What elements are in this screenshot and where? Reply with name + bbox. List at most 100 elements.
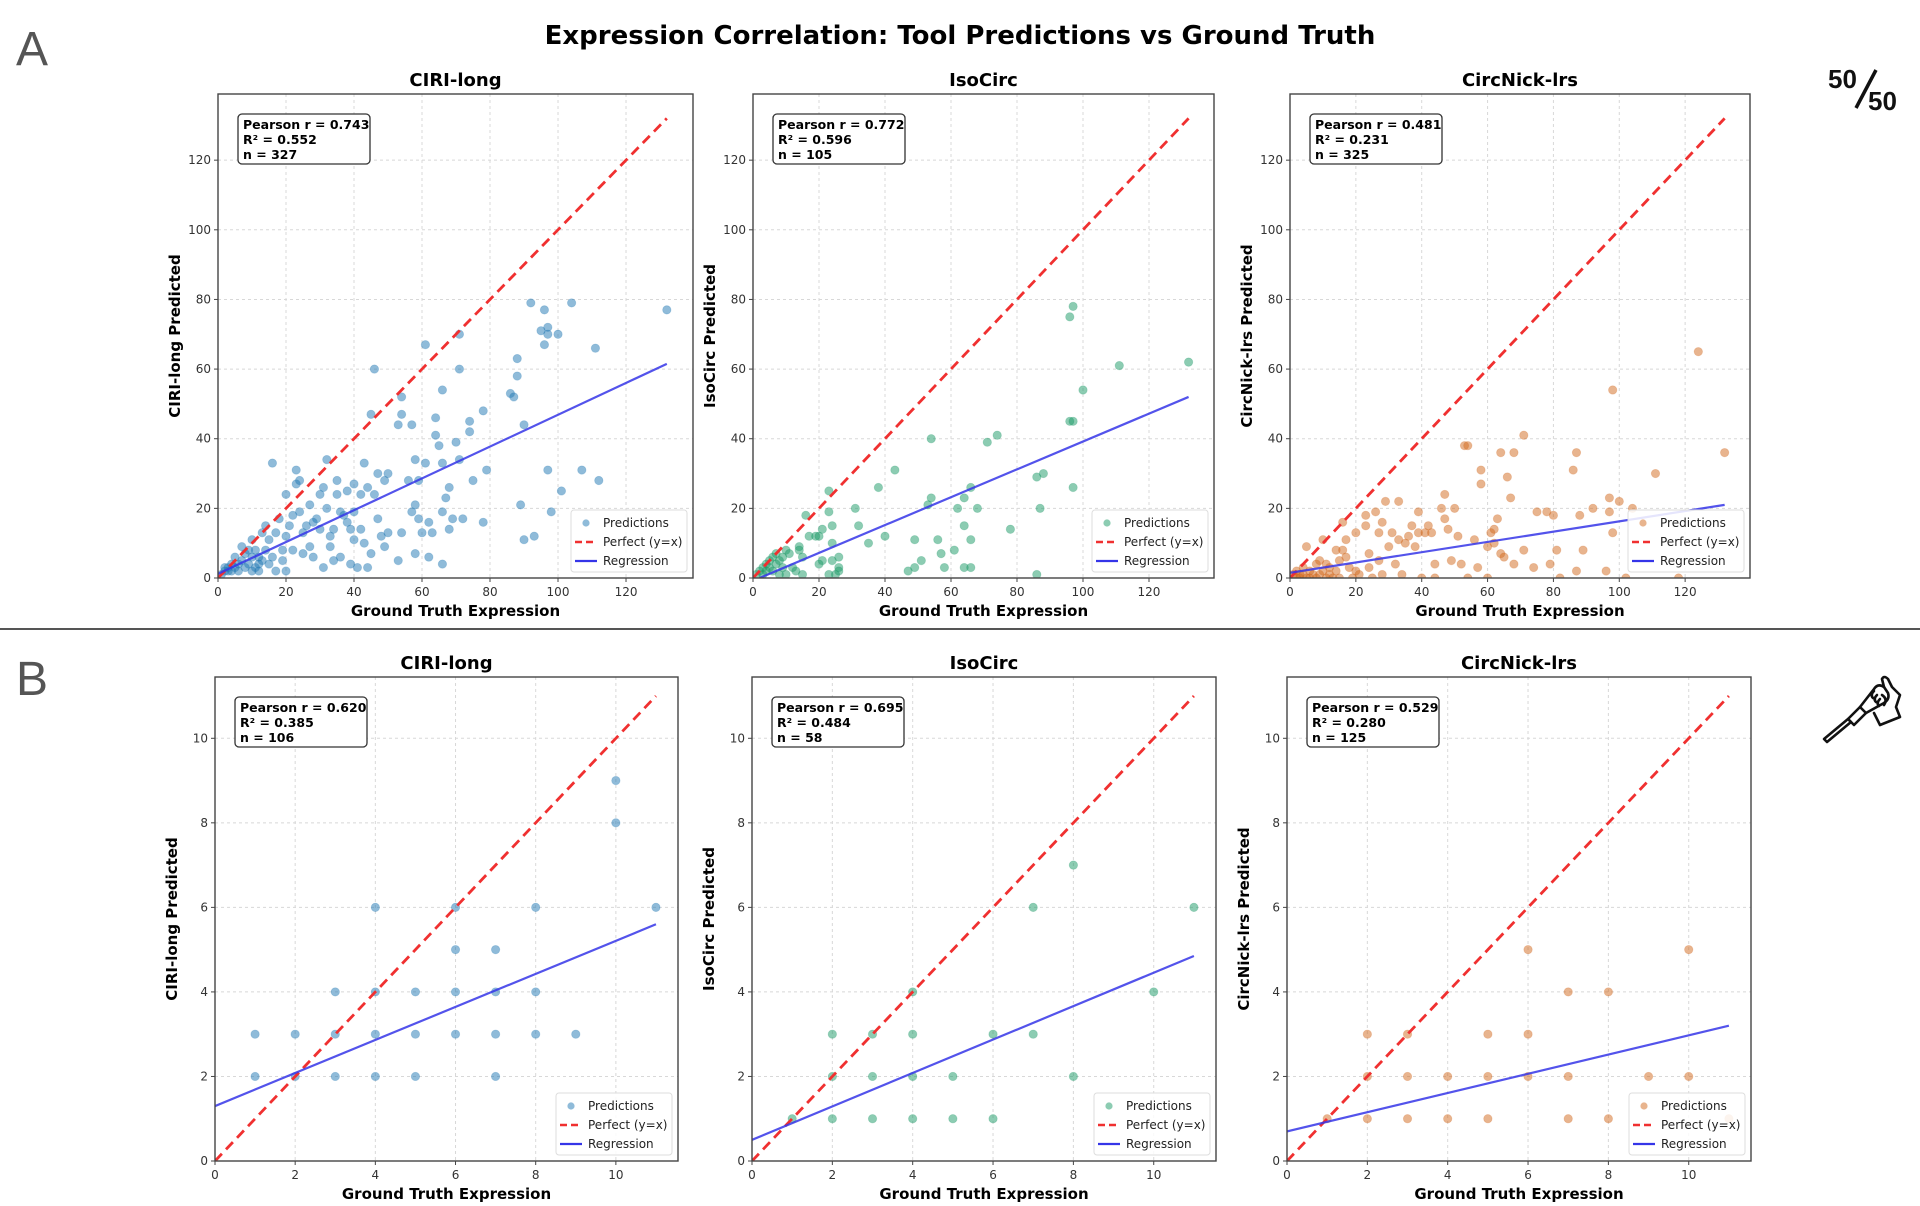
legend-perfect-label: Perfect (y=x) — [1126, 1118, 1205, 1132]
data-point — [531, 987, 541, 997]
perfect-line — [752, 695, 1195, 1161]
x-axis-label: Ground Truth Expression — [879, 602, 1088, 620]
data-point — [407, 420, 417, 430]
regression-line — [215, 923, 657, 1108]
data-point — [254, 566, 264, 576]
legend-predictions-marker — [582, 519, 590, 527]
data-point — [1301, 542, 1312, 552]
ratio-numerator: 50 — [1828, 64, 1857, 94]
data-point — [346, 559, 356, 569]
x-tick-label: 2 — [829, 1168, 837, 1182]
data-point — [1068, 1071, 1078, 1082]
x-tick-label: 6 — [452, 1168, 460, 1182]
data-point — [1578, 545, 1588, 555]
data-point — [992, 430, 1002, 440]
x-tick-label: 60 — [414, 585, 429, 599]
data-point — [1364, 562, 1374, 573]
data-point — [556, 486, 567, 496]
data-point — [1684, 945, 1694, 955]
data-point — [437, 559, 448, 569]
data-point — [346, 524, 356, 534]
data-point — [867, 1071, 878, 1082]
data-point — [546, 507, 556, 517]
legend-regression-label: Regression — [1660, 554, 1726, 568]
data-point — [1608, 385, 1618, 395]
data-point — [325, 542, 335, 552]
data-point — [952, 503, 963, 513]
perfect-line — [753, 117, 1190, 578]
data-point — [1038, 468, 1048, 479]
legend-predictions-label: Predictions — [1660, 516, 1726, 530]
data-point — [1571, 566, 1582, 576]
data-point — [450, 945, 461, 955]
r-squared-label: R² = 0.552 — [243, 132, 317, 147]
y-tick-label: 10 — [193, 731, 208, 745]
legend-box — [555, 1092, 673, 1156]
data-point — [288, 510, 298, 520]
data-point — [1394, 535, 1404, 545]
data-point — [948, 1114, 958, 1124]
data-point — [257, 555, 267, 566]
data-point — [1183, 357, 1194, 367]
data-point — [330, 1071, 340, 1082]
data-point — [662, 305, 672, 315]
data-point — [330, 987, 340, 997]
data-point — [1684, 1071, 1694, 1082]
data-point — [801, 510, 811, 520]
r-squared-label: R² = 0.280 — [1312, 715, 1386, 730]
data-point — [441, 493, 451, 503]
data-point — [512, 371, 522, 381]
data-point — [1387, 528, 1397, 538]
data-point — [424, 517, 434, 527]
data-point — [1426, 528, 1437, 538]
x-tick-label: 2 — [291, 1168, 299, 1182]
y-axis-label: CircNick-lrs Predicted — [1238, 244, 1256, 427]
data-point — [267, 458, 278, 468]
x-tick-label: 2 — [1364, 1168, 1372, 1182]
data-point — [417, 528, 427, 538]
x-tick-label: 0 — [214, 585, 222, 599]
data-point — [1189, 902, 1199, 912]
data-point — [1410, 542, 1420, 552]
data-point — [794, 545, 804, 555]
data-point — [393, 555, 403, 566]
data-point — [1614, 496, 1624, 506]
x-tick-label: 6 — [1524, 1168, 1532, 1182]
y-tick-label: 4 — [737, 985, 745, 999]
data-point — [817, 524, 827, 534]
data-point — [853, 521, 864, 531]
y-tick-label: 4 — [200, 985, 208, 999]
data-point — [366, 549, 376, 559]
data-point — [1114, 360, 1124, 371]
data-point — [370, 902, 380, 912]
data-point — [1402, 1114, 1413, 1124]
data-point — [1394, 496, 1404, 506]
y-tick-label: 120 — [723, 153, 746, 167]
data-point — [1496, 448, 1506, 458]
data-point — [370, 1071, 380, 1082]
data-point — [342, 517, 352, 527]
axes-frame — [1289, 93, 1751, 579]
n-count-label: n = 106 — [240, 730, 294, 745]
r-squared-label: R² = 0.484 — [777, 715, 851, 730]
data-point — [778, 552, 788, 562]
data-point — [380, 475, 390, 486]
data-point — [1440, 489, 1450, 500]
y-tick-label: 40 — [1268, 432, 1283, 446]
data-point — [465, 427, 475, 437]
data-point — [491, 1029, 501, 1039]
x-tick-label: 100 — [1072, 585, 1095, 599]
axes-title: IsoCirc — [949, 70, 1018, 91]
stats-box — [1309, 113, 1443, 165]
data-point — [437, 385, 448, 395]
data-point — [318, 482, 329, 493]
regression-line — [218, 362, 668, 575]
data-point — [531, 1029, 541, 1039]
data-point — [966, 562, 976, 573]
stats-box — [771, 696, 905, 748]
data-point — [322, 455, 332, 465]
data-point — [908, 1029, 918, 1039]
x-tick-label: 20 — [1348, 585, 1363, 599]
data-point — [1643, 1071, 1654, 1082]
data-point — [301, 521, 312, 531]
